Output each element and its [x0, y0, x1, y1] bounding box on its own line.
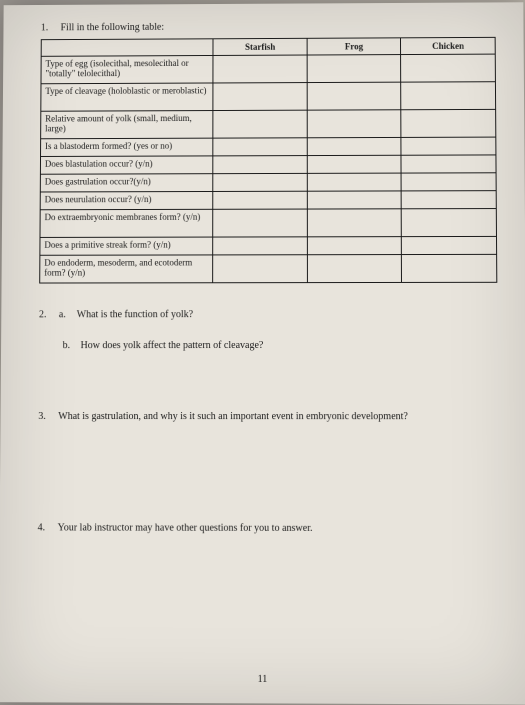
- table-row: Type of egg (isolecithal, mesolecithal o…: [41, 54, 495, 84]
- questions-section: 2. a. What is the function of yolk? b. H…: [38, 309, 499, 535]
- answer-cell[interactable]: [401, 155, 496, 173]
- q2b-letter: b.: [63, 340, 81, 351]
- row-label: Does blastulation occur? (y/n): [40, 156, 213, 174]
- col-frog: Frog: [307, 38, 401, 55]
- answer-cell[interactable]: [401, 173, 496, 191]
- row-label: Type of egg (isolecithal, mesolecithal o…: [41, 55, 213, 83]
- answer-cell[interactable]: [402, 236, 497, 254]
- table-row: Type of cleavage (holoblastic or merobla…: [41, 82, 496, 112]
- answer-cell[interactable]: [213, 83, 307, 111]
- row-label: Does a primitive streak form? (y/n): [40, 237, 213, 255]
- q1-number: 1.: [41, 23, 48, 34]
- comparison-table: Starfish Frog Chicken Type of egg (isole…: [39, 37, 497, 284]
- answer-cell[interactable]: [402, 209, 497, 237]
- answer-cell[interactable]: [402, 254, 497, 282]
- answer-cell[interactable]: [402, 191, 497, 209]
- table-row: Does neurulation occur? (y/n): [40, 191, 496, 210]
- answer-cell[interactable]: [307, 137, 401, 155]
- row-label: Do endoderm, mesoderm, and ecotoderm for…: [40, 255, 213, 283]
- q3-text: What is gastrulation, and why is it such…: [58, 411, 498, 422]
- worksheet-page: 1. Fill in the following table: Starfish…: [0, 2, 525, 704]
- row-label: Does neurulation occur? (y/n): [40, 191, 213, 209]
- table-row: Does a primitive streak form? (y/n): [40, 236, 497, 255]
- answer-cell[interactable]: [307, 110, 401, 138]
- q4: 4. Your lab instructor may have other qu…: [38, 522, 499, 534]
- page-number: 11: [258, 674, 268, 685]
- table-row: Do extraembryonic membranes form? (y/n): [40, 209, 496, 238]
- q1-header: 1. Fill in the following table:: [41, 20, 496, 33]
- q2-number: 2.: [39, 309, 59, 320]
- answer-cell[interactable]: [213, 237, 307, 255]
- table-body: Type of egg (isolecithal, mesolecithal o…: [40, 54, 497, 283]
- answer-cell[interactable]: [213, 55, 307, 83]
- row-label: Relative amount of yolk (small, medium, …: [41, 111, 214, 139]
- answer-cell[interactable]: [213, 156, 307, 174]
- row-label: Do extraembryonic membranes form? (y/n): [40, 209, 213, 237]
- answer-cell[interactable]: [307, 191, 401, 209]
- col-chicken: Chicken: [401, 37, 495, 54]
- q2b-text: How does yolk affect the pattern of clea…: [81, 340, 498, 351]
- answer-cell[interactable]: [213, 110, 307, 138]
- table-row: Is a blastoderm formed? (yes or no): [41, 137, 496, 156]
- row-label: Type of cleavage (holoblastic or merobla…: [41, 83, 213, 111]
- q2a-text: What is the function of yolk?: [77, 309, 498, 320]
- answer-cell[interactable]: [401, 54, 495, 82]
- answer-cell[interactable]: [213, 138, 307, 156]
- q2a-letter: a.: [59, 309, 77, 320]
- col-starfish: Starfish: [213, 38, 307, 55]
- q1-instruction: Fill in the following table:: [61, 22, 165, 33]
- table-corner-cell: [41, 39, 213, 57]
- row-label: Is a blastoderm formed? (yes or no): [41, 138, 214, 156]
- answer-cell[interactable]: [213, 173, 307, 191]
- answer-cell[interactable]: [307, 155, 401, 173]
- answer-cell[interactable]: [307, 173, 401, 191]
- table-row: Does gastrulation occur?(y/n): [40, 173, 496, 192]
- row-label: Does gastrulation occur?(y/n): [40, 174, 213, 192]
- answer-cell[interactable]: [401, 137, 496, 155]
- answer-cell[interactable]: [213, 255, 307, 283]
- answer-cell[interactable]: [213, 209, 307, 237]
- table-row: Do endoderm, mesoderm, and ecotoderm for…: [40, 254, 497, 283]
- q2b: b. How does yolk affect the pattern of c…: [63, 340, 498, 351]
- q3: 3. What is gastrulation, and why is it s…: [38, 411, 498, 422]
- q2a: 2. a. What is the function of yolk?: [39, 309, 498, 320]
- answer-cell[interactable]: [307, 237, 402, 255]
- answer-cell[interactable]: [307, 55, 401, 83]
- q4-text: Your lab instructor may have other quest…: [58, 522, 499, 534]
- answer-cell[interactable]: [307, 209, 401, 237]
- q3-number: 3.: [38, 411, 58, 422]
- answer-cell[interactable]: [213, 191, 307, 209]
- answer-cell[interactable]: [401, 82, 496, 110]
- table-row: Does blastulation occur? (y/n): [40, 155, 496, 174]
- answer-cell[interactable]: [401, 109, 496, 137]
- q4-number: 4.: [38, 522, 58, 533]
- table-row: Relative amount of yolk (small, medium, …: [41, 109, 496, 138]
- answer-cell[interactable]: [307, 82, 401, 110]
- answer-cell[interactable]: [307, 255, 402, 283]
